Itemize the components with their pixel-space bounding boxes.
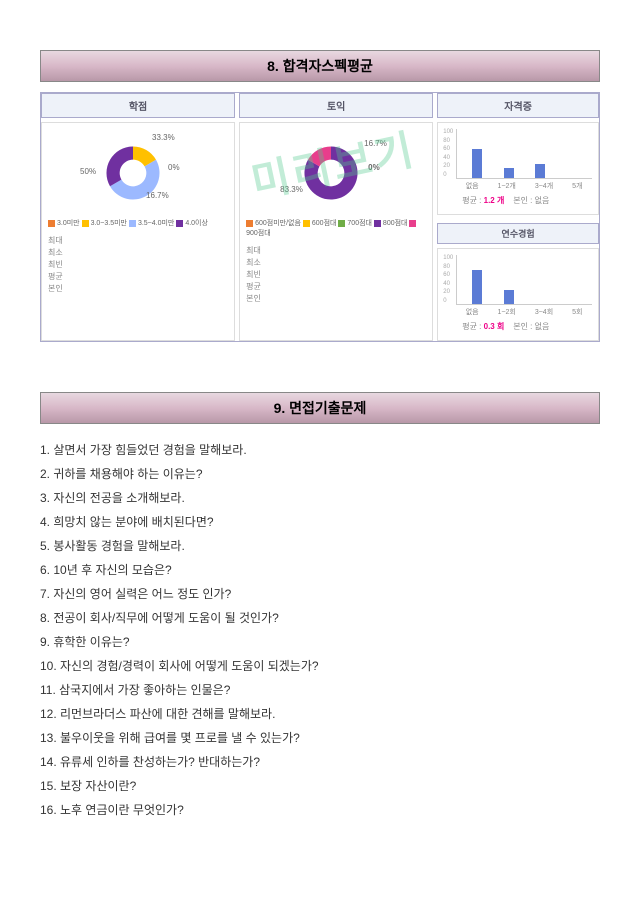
question-list: 1. 살면서 가장 힘들었던 경험을 말해보라.2. 귀하를 채용해야 하는 이… (40, 438, 600, 822)
toeic-cell: 16.7% 0% 83.3% 600점미만/없음 600점대 700점대 800점대… (239, 122, 433, 341)
question-item: 12. 리먼브라더스 파산에 대한 견해를 말해보라. (40, 702, 600, 726)
gpa-donut: 33.3%0%16.7%50% (88, 133, 188, 213)
question-item: 4. 희망치 않는 분야에 배치된다면? (40, 510, 600, 534)
bar-label: 없음 (466, 307, 479, 317)
training-header: 연수경험 (437, 223, 599, 244)
section8-header: 8. 합격자스펙평균 (40, 50, 600, 82)
legend-item: 600점대 (303, 220, 339, 227)
cert-bar-labels: 없음 1~2개 3~4개 5개 (456, 181, 592, 191)
donut-pct-label: 0% (368, 163, 380, 172)
bar-label: 3~4개 (535, 181, 553, 191)
cert-header: 자격증 (437, 93, 599, 118)
stat-row: 평균 (246, 281, 426, 293)
question-item: 14. 유류세 인하를 찬성하는가? 반대하는가? (40, 750, 600, 774)
right-column: 100806040200 없음 1~2개 3~4개 5개 평균 : 1.2 개 본인 … (437, 122, 599, 341)
gpa-legend: 3.0미만 3.0~3.5미만 3.5~4.0미만 4.0이상 (48, 219, 228, 229)
bar-label: 5회 (572, 307, 582, 317)
legend-item: 700점대 (338, 220, 374, 227)
legend-item: 3.0미만 (48, 220, 82, 227)
cert-bar-chart: 100806040200 (456, 129, 592, 179)
gpa-stats: 최대최소최빈평균본인 (48, 235, 228, 295)
stat-row: 최빈 (48, 259, 228, 271)
stat-row: 최소 (48, 247, 228, 259)
bar (504, 290, 514, 304)
question-item: 15. 보장 자산이란? (40, 774, 600, 798)
question-item: 8. 전공이 회사/직무에 어떻게 도움이 될 것인가? (40, 606, 600, 630)
stat-row: 최빈 (246, 269, 426, 281)
bar (535, 164, 545, 178)
stat-row: 최소 (246, 257, 426, 269)
question-item: 16. 노후 연금이란 무엇인가? (40, 798, 600, 822)
legend-item: 800점대 (374, 220, 410, 227)
cert-avg: 평균 : 1.2 개 본인 : 없음 (456, 195, 592, 206)
bar-label: 1~2개 (498, 181, 516, 191)
stat-row: 본인 (48, 283, 228, 295)
legend-item: 4.0이상 (176, 220, 208, 227)
question-item: 2. 귀하를 채용해야 하는 이유는? (40, 462, 600, 486)
donut-pct-label: 0% (168, 163, 180, 172)
legend-item: 600점미만/없음 (246, 220, 303, 227)
stat-row: 평균 (48, 271, 228, 283)
stat-row: 최대 (246, 245, 426, 257)
donut-pct-label: 33.3% (152, 133, 175, 142)
gpa-cell: 33.3% 0% 16.7% 50% 3.0미만 3.0~3.5미만 3.5~4.0미… (41, 122, 235, 341)
gpa-header: 학점 (41, 93, 235, 118)
training-cell: 100806040200 없음 1~2회 3~4회 5회 평균 : 0.3 회 본인 … (437, 248, 599, 341)
toeic-stats: 최대최소최빈평균본인 (246, 245, 426, 305)
training-bar-labels: 없음 1~2회 3~4회 5회 (456, 307, 592, 317)
donut-pct-label: 83.3% (280, 185, 303, 194)
bar (472, 270, 482, 304)
bar-label: 3~4회 (535, 307, 553, 317)
stats-grid: 학점 토익 자격증 33.3% 0% 16.7% 50% 3.0미만 3.0~3.5미… (40, 92, 600, 342)
question-item: 3. 자신의 전공을 소개해보라. (40, 486, 600, 510)
toeic-donut: 16.7%0%83.3% (286, 133, 386, 213)
stat-row: 본인 (246, 293, 426, 305)
cert-cell: 100806040200 없음 1~2개 3~4개 5개 평균 : 1.2 개 본인 … (437, 122, 599, 215)
toeic-header: 토익 (239, 93, 433, 118)
question-item: 6. 10년 후 자신의 모습은? (40, 558, 600, 582)
question-item: 10. 자신의 경험/경력이 회사에 어떻게 도움이 되겠는가? (40, 654, 600, 678)
question-item: 9. 휴학한 이유는? (40, 630, 600, 654)
donut-pct-label: 50% (80, 167, 96, 176)
question-item: 11. 삼국지에서 가장 좋아하는 인물은? (40, 678, 600, 702)
stat-row: 최대 (48, 235, 228, 247)
bar-label: 없음 (466, 181, 479, 191)
legend-item: 3.5~4.0미만 (129, 220, 176, 227)
toeic-legend: 600점미만/없음 600점대 700점대 800점대 900점대 (246, 219, 426, 239)
bar-label: 1~2회 (498, 307, 516, 317)
question-item: 1. 살면서 가장 힘들었던 경험을 말해보라. (40, 438, 600, 462)
question-item: 13. 불우이웃을 위해 급여를 몇 프로를 낼 수 있는가? (40, 726, 600, 750)
bar-label: 5개 (572, 181, 582, 191)
training-bar-chart: 100806040200 (456, 255, 592, 305)
donut-pct-label: 16.7% (146, 191, 169, 200)
section9-header: 9. 면접기출문제 (40, 392, 600, 424)
training-avg: 평균 : 0.3 회 본인 : 없음 (456, 321, 592, 332)
question-item: 7. 자신의 영어 실력은 어느 정도 인가? (40, 582, 600, 606)
bar (472, 149, 482, 178)
donut-pct-label: 16.7% (364, 139, 387, 148)
legend-item: 3.0~3.5미만 (82, 220, 129, 227)
question-item: 5. 봉사활동 경험을 말해보라. (40, 534, 600, 558)
bar (504, 168, 514, 178)
